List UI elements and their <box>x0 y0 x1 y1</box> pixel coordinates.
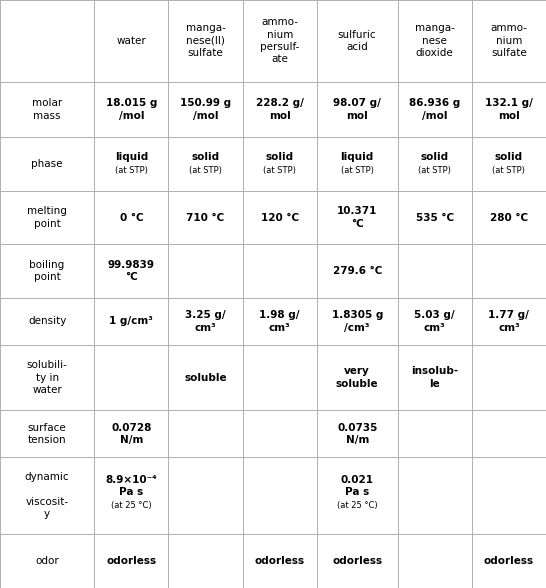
Text: 710 °C: 710 °C <box>186 212 224 223</box>
Text: (at STP): (at STP) <box>263 166 296 175</box>
Text: odor: odor <box>35 556 59 566</box>
Text: (at STP): (at STP) <box>115 166 148 175</box>
Text: 99.9839
°C: 99.9839 °C <box>108 260 155 282</box>
Text: 8.9×10⁻⁴
Pa s: 8.9×10⁻⁴ Pa s <box>105 475 157 497</box>
Text: 1.98 g/
cm³: 1.98 g/ cm³ <box>259 310 300 333</box>
Text: sulfuric
acid: sulfuric acid <box>338 29 377 52</box>
Text: liquid: liquid <box>341 152 374 162</box>
Text: (at STP): (at STP) <box>418 166 451 175</box>
Text: 0.021
Pa s: 0.021 Pa s <box>341 475 373 497</box>
Text: 1.77 g/
cm³: 1.77 g/ cm³ <box>489 310 530 333</box>
Text: 18.015 g
/mol: 18.015 g /mol <box>105 98 157 121</box>
Text: (at STP): (at STP) <box>189 166 222 175</box>
Text: dynamic

viscosit-
y: dynamic viscosit- y <box>25 472 69 519</box>
Text: water: water <box>116 36 146 46</box>
Text: 0.0735
N/m: 0.0735 N/m <box>337 423 377 445</box>
Text: 535 °C: 535 °C <box>416 212 454 223</box>
Text: molar
mass: molar mass <box>32 98 62 121</box>
Text: 3.25 g/
cm³: 3.25 g/ cm³ <box>185 310 226 333</box>
Text: manga-
nese(II)
sulfate: manga- nese(II) sulfate <box>186 24 225 58</box>
Text: (at STP): (at STP) <box>341 166 373 175</box>
Text: odorless: odorless <box>106 556 156 566</box>
Text: melting
point: melting point <box>27 206 67 229</box>
Text: 98.07 g/
mol: 98.07 g/ mol <box>333 98 381 121</box>
Text: 5.03 g/
cm³: 5.03 g/ cm³ <box>414 310 455 333</box>
Text: solid: solid <box>192 152 219 162</box>
Text: very
soluble: very soluble <box>336 366 378 389</box>
Text: density: density <box>28 316 66 326</box>
Text: 279.6 °C: 279.6 °C <box>333 266 382 276</box>
Text: insolub-
le: insolub- le <box>411 366 458 389</box>
Text: 132.1 g/
mol: 132.1 g/ mol <box>485 98 533 121</box>
Text: solubili-
ty in
water: solubili- ty in water <box>27 360 68 395</box>
Text: soluble: soluble <box>184 373 227 383</box>
Text: liquid: liquid <box>115 152 148 162</box>
Text: 150.99 g
/mol: 150.99 g /mol <box>180 98 231 121</box>
Text: manga-
nese
dioxide: manga- nese dioxide <box>415 24 455 58</box>
Text: 1 g/cm³: 1 g/cm³ <box>109 316 153 326</box>
Text: odorless: odorless <box>254 556 305 566</box>
Text: 0.0728
N/m: 0.0728 N/m <box>111 423 152 445</box>
Text: (at 25 °C): (at 25 °C) <box>337 502 377 510</box>
Text: 0 °C: 0 °C <box>120 212 143 223</box>
Text: 120 °C: 120 °C <box>260 212 299 223</box>
Text: 86.936 g
/mol: 86.936 g /mol <box>409 98 460 121</box>
Text: boiling
point: boiling point <box>29 260 65 282</box>
Text: (at 25 °C): (at 25 °C) <box>111 502 152 510</box>
Text: solid: solid <box>265 152 294 162</box>
Text: 10.371
°C: 10.371 °C <box>337 206 377 229</box>
Text: (at STP): (at STP) <box>492 166 525 175</box>
Text: solid: solid <box>420 152 449 162</box>
Text: ammo-
nium
sulfate: ammo- nium sulfate <box>490 24 527 58</box>
Text: 1.8305 g
/cm³: 1.8305 g /cm³ <box>331 310 383 333</box>
Text: 280 °C: 280 °C <box>490 212 528 223</box>
Text: ammo-
nium
persulf-
ate: ammo- nium persulf- ate <box>260 17 299 65</box>
Text: odorless: odorless <box>332 556 382 566</box>
Text: 228.2 g/
mol: 228.2 g/ mol <box>256 98 304 121</box>
Text: surface
tension: surface tension <box>28 423 67 445</box>
Text: odorless: odorless <box>484 556 534 566</box>
Text: solid: solid <box>495 152 523 162</box>
Text: phase: phase <box>31 159 63 169</box>
